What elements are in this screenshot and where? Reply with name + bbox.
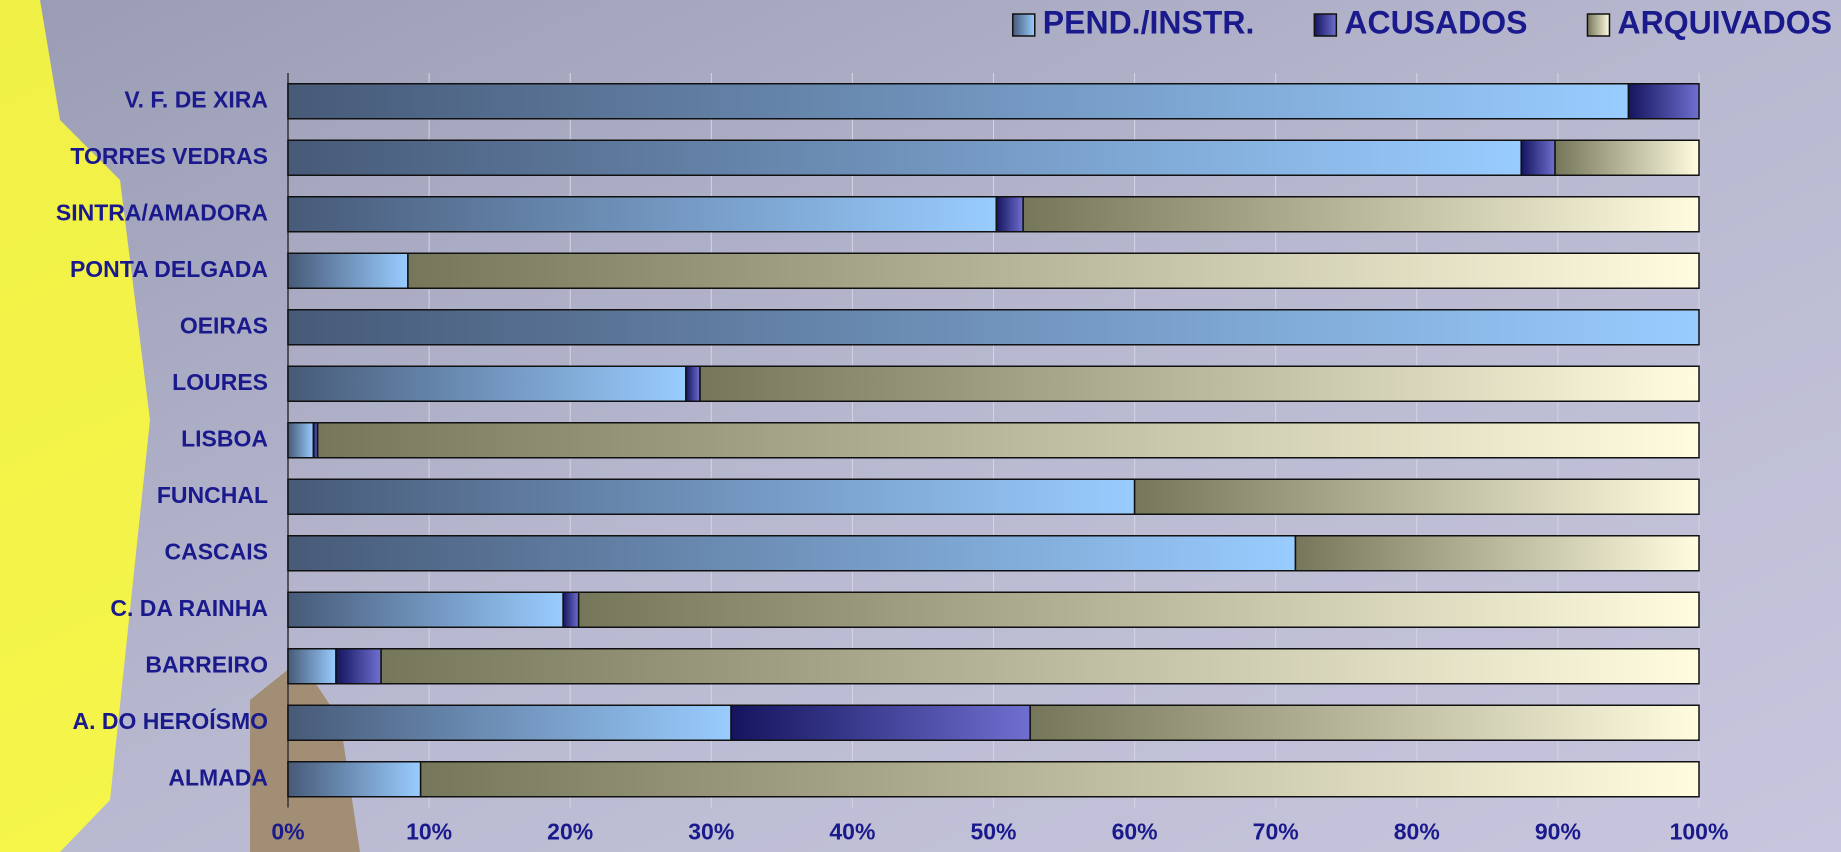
x-tick-label: 20%	[547, 819, 593, 845]
x-tick-label: 80%	[1394, 819, 1440, 845]
bar-segment	[316, 422, 1700, 459]
y-tick-label: SINTRA/AMADORA	[56, 199, 268, 225]
bar-segment	[287, 139, 1522, 176]
y-tick-label: FUNCHAL	[157, 482, 268, 508]
x-tick-label: 30%	[688, 819, 734, 845]
bar-segment	[287, 591, 564, 628]
bar-segment	[1029, 704, 1700, 741]
bar-segment	[287, 196, 998, 233]
bar-segment	[287, 422, 315, 459]
bar-segment	[730, 704, 1031, 741]
y-tick-label: LOURES	[172, 369, 268, 395]
legend-swatch	[1313, 13, 1338, 37]
bar-segment	[287, 704, 732, 741]
y-tick-label: CASCAIS	[164, 538, 268, 564]
bar-segment	[699, 365, 1700, 402]
legend-label: PEND./INSTR.	[1043, 4, 1255, 40]
bar-segment	[577, 591, 1700, 628]
x-tick-label: 100%	[1670, 819, 1729, 845]
legend-swatch	[1586, 13, 1611, 37]
bar-segment	[1133, 478, 1700, 515]
bar-segment	[562, 591, 580, 628]
plot: 0% 10% 20% 30% 40% 50% 60% 70% 80% 90% 100% V. F. D…	[56, 4, 1832, 844]
bar-segment	[1294, 535, 1700, 572]
bar-segment	[287, 478, 1136, 515]
bar-segment	[1554, 139, 1700, 176]
x-tick-label: 70%	[1253, 819, 1299, 845]
x-tick-label: 10%	[406, 819, 452, 845]
bar-segment	[287, 648, 337, 685]
bar-segment	[335, 648, 382, 685]
x-tick-label: 60%	[1112, 819, 1158, 845]
bar-segment	[995, 196, 1024, 233]
bar-segment	[287, 535, 1297, 572]
y-tick-label: TORRES VEDRAS	[70, 143, 268, 169]
bar-segment	[287, 83, 1630, 120]
bar-segment	[380, 648, 1700, 685]
bar-segment	[685, 365, 701, 402]
y-tick-label: ALMADA	[168, 764, 268, 790]
y-tick-label: C. DA RAINHA	[110, 595, 268, 621]
y-tick-label: V. F. DE XIRA	[124, 86, 268, 112]
bar-segment	[287, 309, 1700, 346]
x-tick-label: 0%	[271, 819, 304, 845]
bar-segment	[287, 252, 409, 289]
y-tick-label: PONTA DELGADA	[70, 256, 268, 282]
legend-swatch	[1012, 13, 1036, 37]
bar-segment	[287, 761, 422, 798]
x-tick-label: 50%	[970, 819, 1016, 845]
bar-segment	[1022, 196, 1700, 233]
y-tick-label: LISBOA	[181, 425, 268, 451]
map-shape	[250, 660, 360, 852]
logo-shape	[0, 0, 150, 852]
y-tick-label: OEIRAS	[180, 312, 268, 338]
bar-segment	[1627, 83, 1700, 120]
y-tick-label: A. DO HEROÍSMO	[72, 707, 268, 734]
legend-label: ARQUIVADOS	[1617, 4, 1832, 40]
y-tick-label: BARREIRO	[145, 651, 268, 677]
x-tick-label: 40%	[829, 819, 875, 845]
bar-segment	[407, 252, 1700, 289]
legend-label: ACUSADOS	[1344, 4, 1527, 40]
bar-segment	[419, 761, 1700, 798]
bar-segment	[1520, 139, 1556, 176]
x-tick-label: 90%	[1535, 819, 1581, 845]
bar-segment	[287, 365, 687, 402]
